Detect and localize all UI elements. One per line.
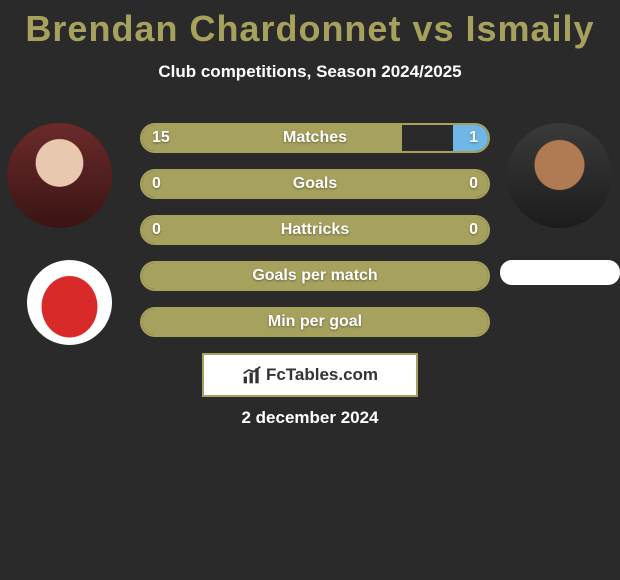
stat-row: Matches15 1 — [140, 123, 490, 153]
stat-label: Matches — [142, 125, 488, 151]
stat-label: Goals per match — [142, 263, 488, 289]
branding-text: FcTables.com — [266, 365, 378, 385]
stat-value-right: 1 — [469, 125, 478, 151]
chart-icon — [242, 365, 262, 385]
stat-value-left: 15 — [152, 125, 170, 151]
stat-row: Hattricks0 0 — [140, 215, 490, 245]
page-title: Brendan Chardonnet vs Ismaily — [0, 0, 620, 50]
player-right-avatar — [507, 123, 612, 228]
stat-value-right: 0 — [469, 217, 478, 243]
stat-value-left: 0 — [152, 217, 161, 243]
club-right-crest — [500, 260, 620, 285]
stat-label: Hattricks — [142, 217, 488, 243]
stat-label: Goals — [142, 171, 488, 197]
stat-rows: Matches151Goals00Hattricks00Goals per ma… — [140, 123, 490, 353]
branding-box: FcTables.com — [202, 353, 418, 397]
stat-value-left: 0 — [152, 171, 161, 197]
date-label: 2 december 2024 — [0, 408, 620, 428]
stat-row: Goals per match — [140, 261, 490, 291]
player-left-avatar — [7, 123, 112, 228]
subtitle: Club competitions, Season 2024/2025 — [0, 62, 620, 82]
comparison-infographic: Brendan Chardonnet vs Ismaily Club compe… — [0, 0, 620, 580]
stat-row: Goals0 0 — [140, 169, 490, 199]
club-left-crest — [27, 260, 112, 345]
stat-value-right: 0 — [469, 171, 478, 197]
stat-label: Min per goal — [142, 309, 488, 335]
stat-row: Min per goal — [140, 307, 490, 337]
